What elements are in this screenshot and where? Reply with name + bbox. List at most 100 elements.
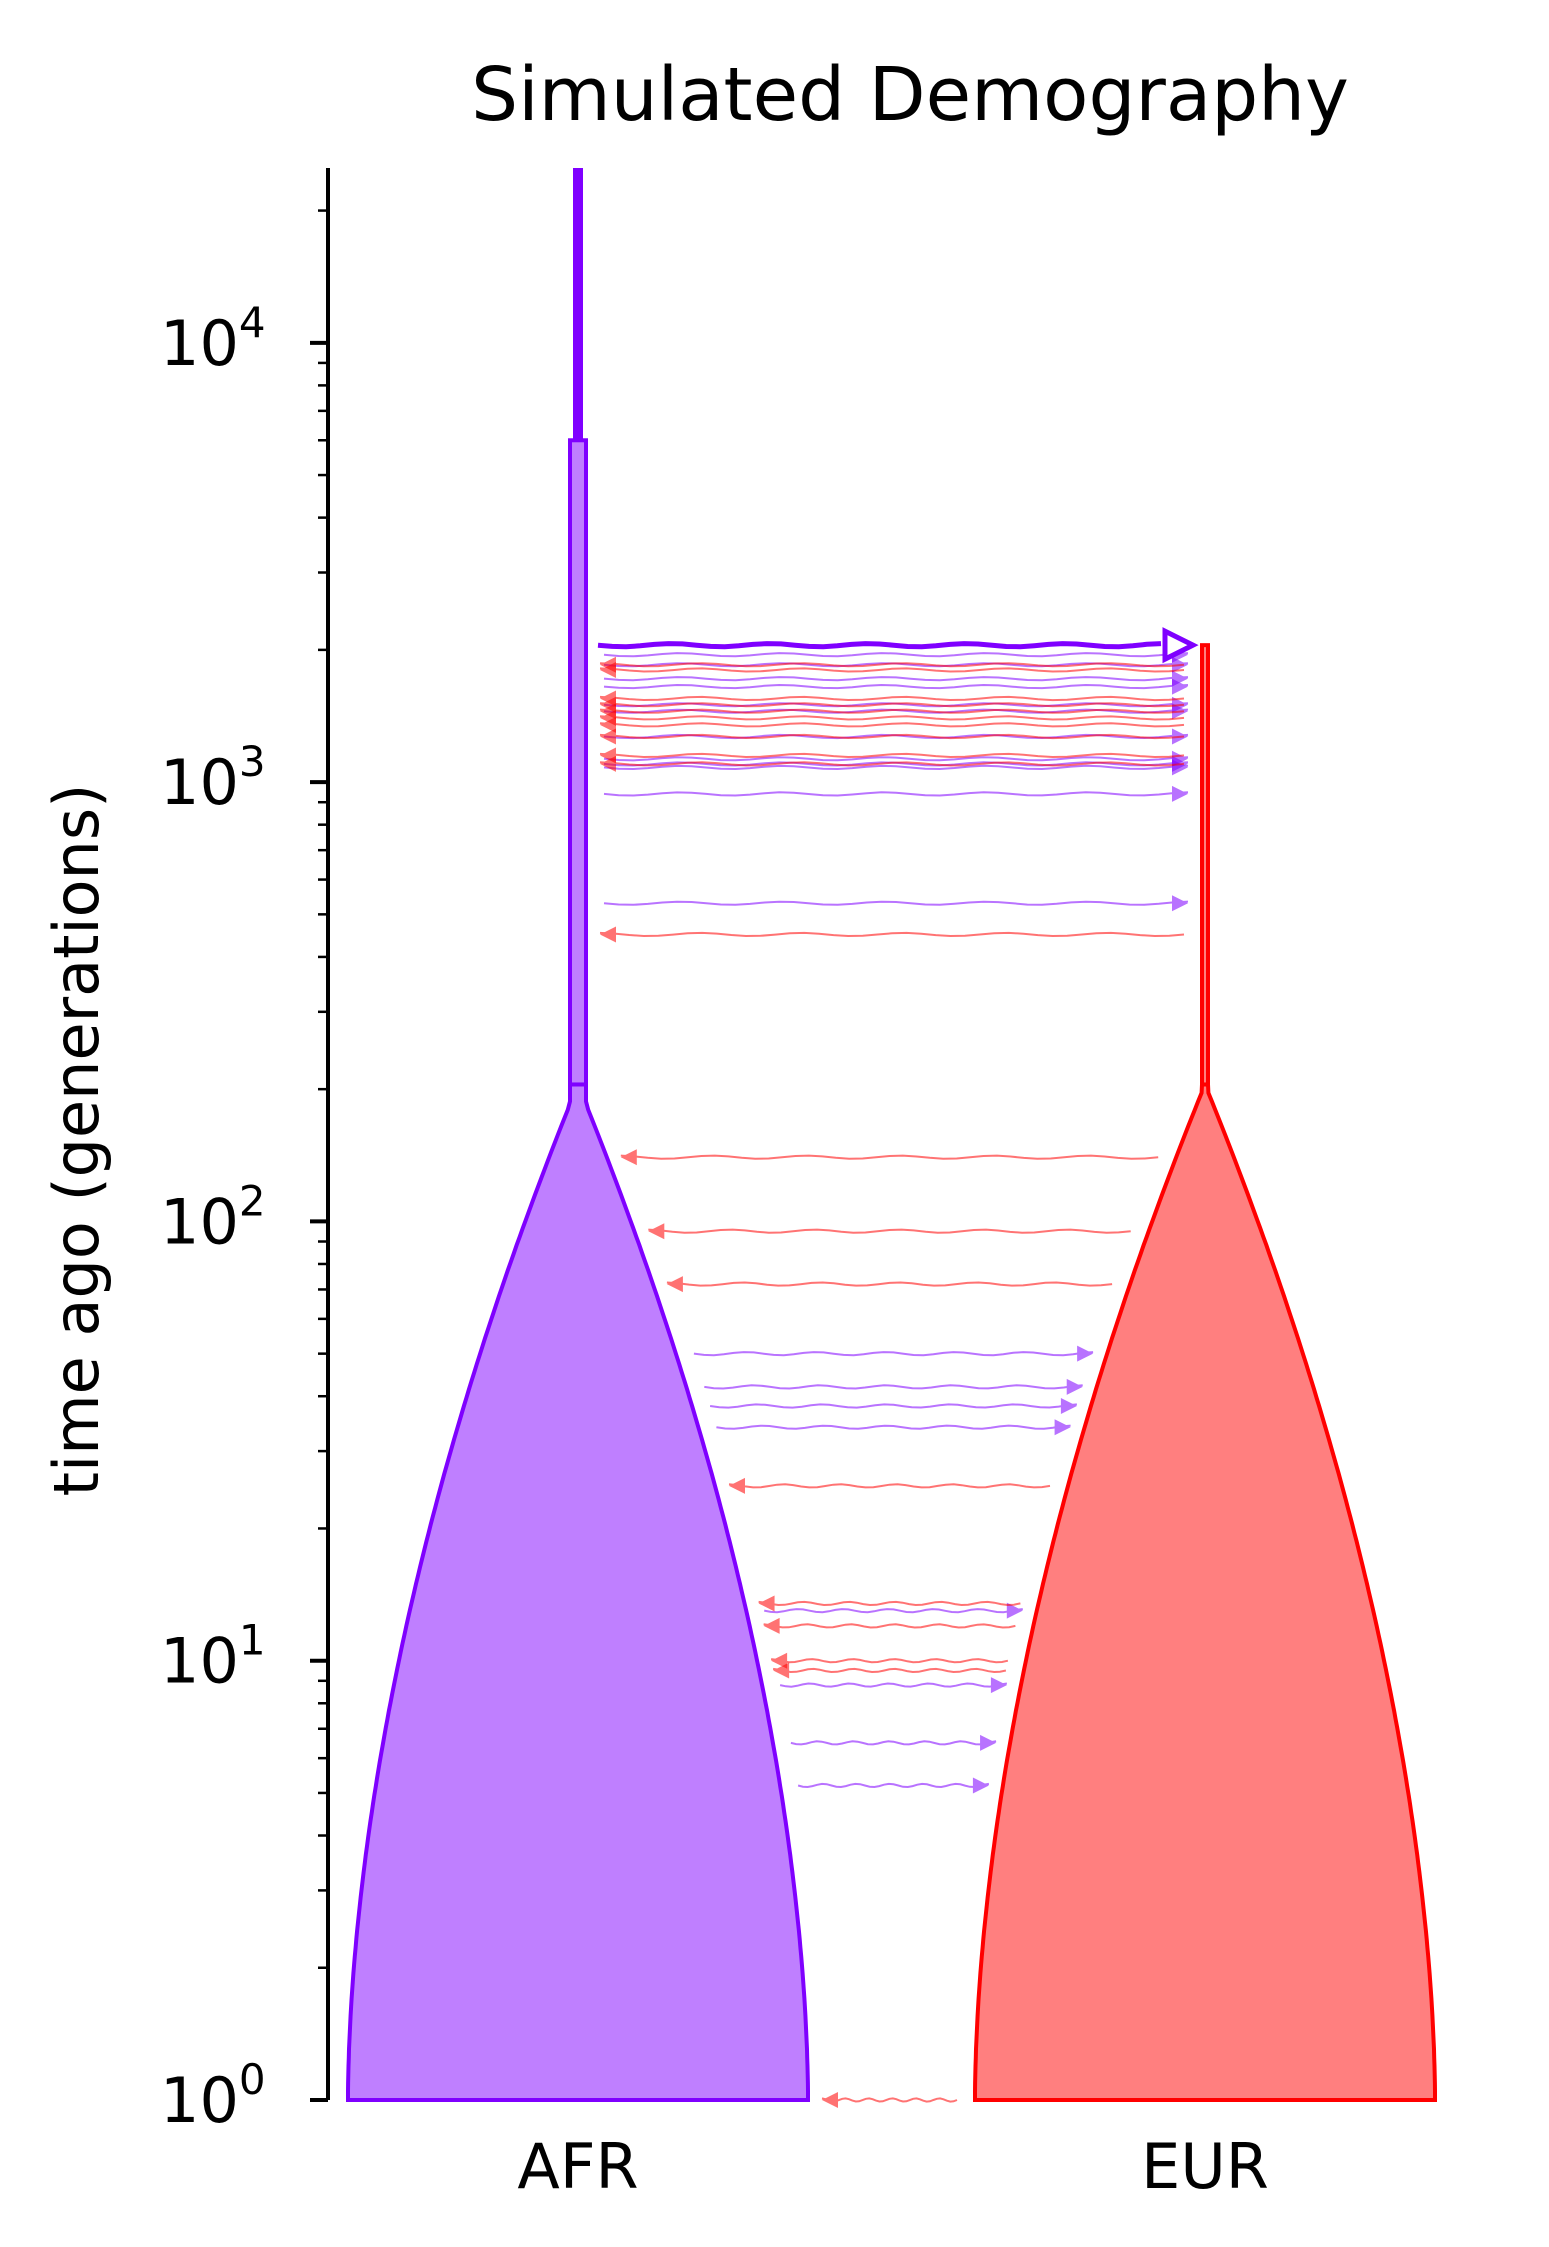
migration-line — [728, 1483, 1051, 1489]
migration-afr-to-eur — [709, 1398, 1077, 1415]
x-axis-categories: AFR EUR — [517, 2130, 1268, 2203]
migration-eur-to-afr — [648, 1223, 1131, 1240]
migration-afr-to-eur — [716, 1419, 1071, 1436]
split-arrowhead — [1162, 627, 1199, 664]
migration-arrowhead — [600, 716, 616, 733]
split-arrow — [597, 627, 1199, 664]
migration-arrowhead — [600, 926, 616, 943]
y-tick-label: 103 — [160, 737, 266, 819]
migration-afr-to-eur — [764, 1602, 1023, 1619]
migration-line — [821, 2097, 958, 2103]
afr-ancestral-line — [573, 168, 583, 441]
migration-line — [599, 752, 1185, 759]
migration-line — [599, 761, 1185, 767]
migration-line — [599, 722, 1185, 728]
migration-arrowhead — [990, 1677, 1007, 1694]
migration-afr-to-eur — [603, 656, 1189, 673]
migration-afr-to-eur — [603, 670, 1189, 687]
y-tick-label: 102 — [160, 1176, 266, 1258]
migration-line — [620, 1154, 1159, 1160]
migration-line — [603, 756, 1189, 762]
migration-arrowhead — [648, 1223, 665, 1240]
migration-arrowhead — [1054, 1419, 1071, 1436]
afr-column — [568, 438, 588, 1087]
migration-afr-to-eur — [603, 759, 1189, 776]
migration-arrowhead — [1172, 785, 1188, 802]
chart-title: Simulated Demography — [471, 52, 1349, 138]
migration-afr-to-eur — [603, 728, 1189, 745]
migration-arrowhead — [728, 1477, 745, 1494]
x-category-label-eur: EUR — [1141, 2130, 1269, 2203]
migration-line — [603, 764, 1189, 771]
migration-line — [758, 1600, 1021, 1607]
migration-line — [599, 715, 1185, 721]
migration-afr-to-eur — [603, 646, 1189, 663]
migration-eur-to-afr — [599, 926, 1185, 943]
migration-line — [704, 1384, 1083, 1390]
migration-line — [599, 667, 1185, 673]
migration-arrowhead — [980, 1734, 997, 1751]
migration-line — [599, 733, 1185, 740]
migration-line — [693, 1351, 1094, 1357]
migration-line — [709, 1403, 1077, 1409]
migration-arrowhead — [600, 728, 616, 745]
migration-line — [666, 1281, 1113, 1287]
migration-eur-to-afr — [599, 716, 1185, 733]
migration-afr-to-eur — [704, 1378, 1083, 1395]
migration-arrowhead — [758, 1595, 775, 1612]
migration-eur-to-afr — [770, 1652, 1009, 1669]
migration-eur-to-afr — [599, 661, 1185, 678]
migration-arrows — [597, 627, 1199, 2108]
y-axis-label: time ago (generations) — [40, 784, 113, 1497]
migration-line — [603, 683, 1189, 690]
y-tick-label: 100 — [160, 2055, 266, 2137]
migration-line — [779, 1682, 1008, 1688]
migration-arrowhead — [666, 1276, 683, 1293]
migration-eur-to-afr — [772, 1662, 1007, 1679]
migration-line — [797, 1782, 990, 1789]
migration-arrowhead — [600, 661, 616, 678]
migration-eur-to-afr — [821, 2092, 958, 2108]
migration-arrowhead — [822, 2092, 838, 2108]
migration-arrowhead — [1066, 1378, 1083, 1395]
migration-arrowhead — [1077, 1345, 1094, 1362]
y-axis: 100 101 102 103 104 — [160, 168, 330, 2137]
migration-line — [599, 702, 1185, 708]
migration-afr-to-eur — [779, 1677, 1008, 1694]
eur-column — [1200, 643, 1210, 1087]
migration-line — [648, 1228, 1131, 1234]
afr-shape — [346, 1082, 810, 2102]
migration-line — [764, 1608, 1023, 1614]
migration-eur-to-afr — [758, 1595, 1021, 1612]
migration-arrowhead — [771, 1652, 788, 1669]
migration-eur-to-afr — [728, 1477, 1051, 1494]
migration-arrowhead — [600, 755, 616, 772]
split-line — [597, 641, 1162, 650]
population-shapes — [346, 168, 1437, 2102]
migration-line — [603, 676, 1189, 682]
migration-line — [599, 695, 1185, 702]
migration-eur-to-afr — [620, 1149, 1159, 1166]
migration-line — [599, 931, 1185, 938]
x-category-label-afr: AFR — [517, 2130, 638, 2203]
migration-eur-to-afr — [666, 1276, 1113, 1293]
migration-line — [790, 1740, 997, 1746]
migration-line — [603, 652, 1189, 658]
migration-afr-to-eur — [797, 1777, 990, 1794]
migration-line — [770, 1658, 1009, 1664]
migration-eur-to-afr — [599, 747, 1185, 764]
migration-eur-to-afr — [599, 656, 1185, 673]
y-tick-label: 104 — [160, 298, 266, 380]
migration-arrowhead — [763, 1617, 780, 1634]
migration-afr-to-eur — [603, 895, 1189, 912]
migration-arrowhead — [972, 1777, 989, 1794]
migration-afr-to-eur — [603, 678, 1189, 695]
y-tick-label: 101 — [160, 1616, 266, 1698]
migration-arrowhead — [1172, 895, 1188, 912]
migration-afr-to-eur — [693, 1345, 1094, 1362]
migration-line — [599, 708, 1185, 714]
migration-arrowhead — [773, 1662, 790, 1679]
migration-line — [763, 1623, 1016, 1629]
migration-arrowhead — [1172, 759, 1188, 776]
